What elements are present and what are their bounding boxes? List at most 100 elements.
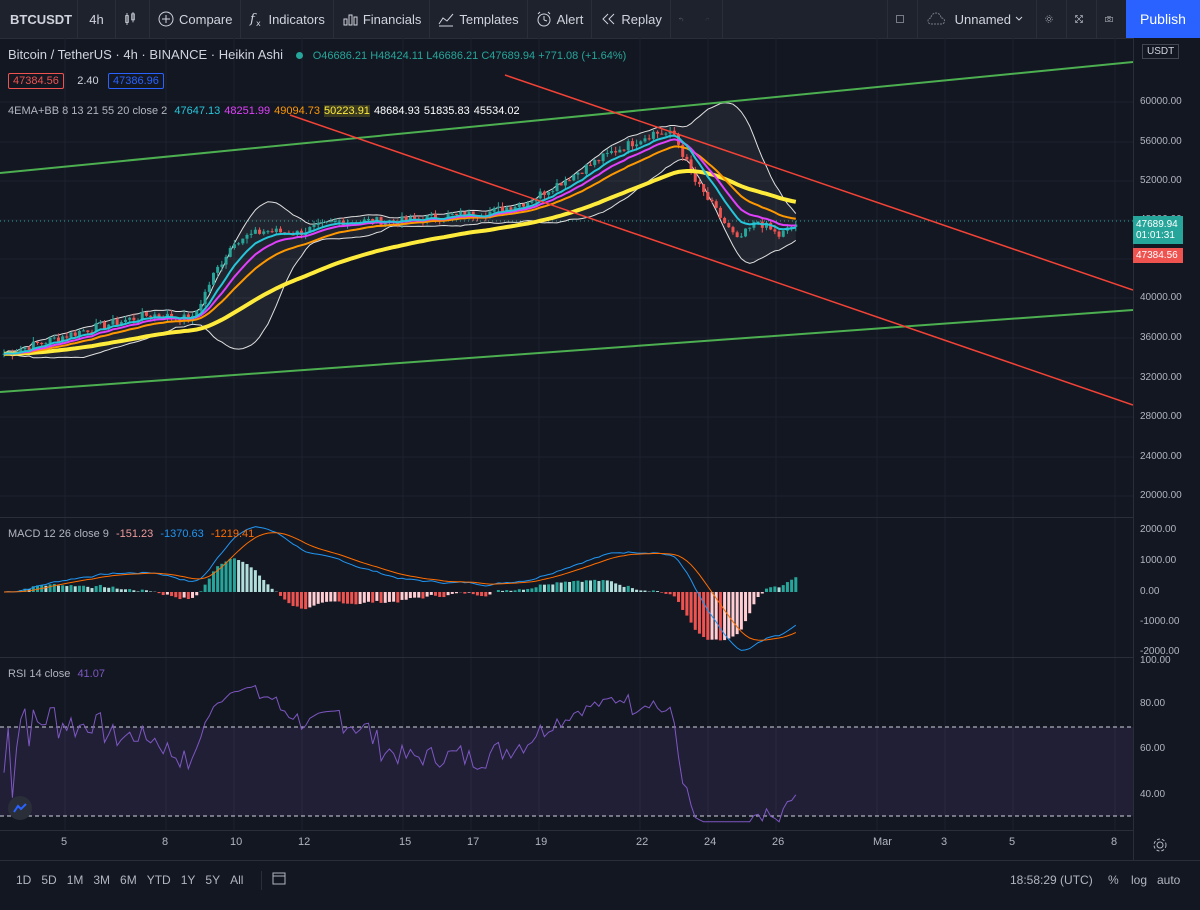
macd-histogram-bar <box>245 564 249 592</box>
macd-histogram-bar <box>132 590 136 592</box>
financials-button[interactable]: Financials <box>334 0 431 38</box>
time-tick-label: Mar <box>873 836 892 848</box>
range-button-ytd[interactable]: YTD <box>146 873 171 887</box>
candle-body <box>115 319 119 325</box>
macd-histogram-bar <box>785 582 789 592</box>
candle-body <box>756 221 760 223</box>
settings-button[interactable] <box>1036 0 1066 38</box>
macd-histogram-bar <box>203 584 207 592</box>
pane-separator[interactable] <box>0 517 1200 518</box>
templates-button[interactable]: Templates <box>430 0 528 38</box>
time-tick-label: 15 <box>399 836 412 848</box>
candle-body <box>94 323 98 333</box>
macd-histogram-bar <box>656 591 660 592</box>
macd-histogram-bar <box>191 592 195 598</box>
replay-button[interactable]: Replay <box>592 0 671 38</box>
symbol-title[interactable]: Bitcoin / TetherUS · 4h · BINANCE · Heik… <box>8 47 284 62</box>
percent-toggle[interactable]: % <box>1108 873 1119 887</box>
candle-body <box>128 317 132 320</box>
ema-8-line <box>3 134 796 355</box>
macd-histogram-bar <box>354 592 358 605</box>
symbol-search[interactable]: BTCUSDT <box>0 0 78 38</box>
rsi-legend[interactable]: RSI 14 close 41.07 <box>8 668 109 680</box>
redo-button[interactable] <box>697 0 723 38</box>
range-button-1d[interactable]: 1D <box>16 873 32 887</box>
macd-histogram-bar <box>480 592 484 597</box>
macd-histogram-bar <box>408 592 412 599</box>
compare-button[interactable]: Compare <box>150 0 242 38</box>
macd-histogram-bar <box>136 591 140 592</box>
goto-date-button[interactable] <box>261 870 286 890</box>
time-tick-label: 5 <box>1009 836 1016 848</box>
macd-histogram-bar <box>417 592 421 598</box>
tradingview-logo[interactable] <box>8 796 32 820</box>
fullscreen-button[interactable] <box>1066 0 1096 38</box>
candle-body <box>463 211 467 218</box>
log-toggle[interactable]: log <box>1131 873 1148 887</box>
publish-button[interactable]: Publish <box>1126 0 1200 38</box>
candle-body <box>459 211 463 214</box>
replay-label: Replay <box>621 11 662 27</box>
candle-body <box>777 231 781 237</box>
range-button-all[interactable]: All <box>230 873 244 887</box>
macd-histogram-bar <box>421 592 425 599</box>
range-button-6m[interactable]: 6M <box>120 873 137 887</box>
macd-histogram-bar <box>643 590 647 592</box>
macd-histogram-bar <box>547 584 551 592</box>
macd-histogram-bar <box>614 583 618 592</box>
macd-histogram-bar <box>467 592 471 593</box>
macd-histogram-bar <box>568 581 572 592</box>
axis-settings-button[interactable] <box>1152 837 1168 858</box>
range-button-5d[interactable]: 5D <box>41 873 57 887</box>
pane-separator[interactable] <box>0 657 1200 658</box>
macd-histogram-bar <box>237 560 241 592</box>
ema-legend[interactable]: 4EMA+BB 8 13 21 55 20 close 2 47647.13 48… <box>8 105 524 117</box>
macd-legend[interactable]: MACD 12 26 close 9 -151.23 -1370.63 -121… <box>8 528 258 540</box>
macd-histogram-bar <box>471 592 475 595</box>
candle-body <box>203 291 207 304</box>
candle-body <box>559 183 563 186</box>
range-button-3m[interactable]: 3M <box>93 873 111 887</box>
range-button-5y[interactable]: 5Y <box>205 873 221 887</box>
macd-tick-label: -1000.00 <box>1140 616 1180 627</box>
alert-button[interactable]: Alert <box>528 0 593 38</box>
candle-body <box>580 172 584 174</box>
macd-histogram-bar <box>760 592 764 594</box>
logo-icon <box>13 803 27 813</box>
candle-body <box>308 226 312 233</box>
currency-label[interactable]: USDT <box>1142 44 1180 59</box>
gear-icon <box>1045 15 1053 23</box>
candle-body <box>589 164 593 166</box>
cloud-icon <box>927 12 945 25</box>
candle-body <box>40 343 44 345</box>
candle-body <box>555 183 559 192</box>
candle-body <box>404 216 408 221</box>
snapshot-button[interactable] <box>1096 0 1126 38</box>
macd-histogram-bar <box>48 584 52 592</box>
macd-histogram-bar <box>287 592 291 604</box>
undo-button[interactable] <box>671 0 697 38</box>
range-button-1y[interactable]: 1Y <box>180 873 196 887</box>
chart-canvas[interactable] <box>0 38 1133 860</box>
macd-histogram-bar <box>224 561 228 592</box>
bid-price[interactable]: 47384.56 <box>8 73 64 89</box>
macd-histogram-bar <box>769 587 773 592</box>
candle-body <box>513 206 517 211</box>
chart-type-button[interactable] <box>116 0 150 38</box>
candle-body <box>568 180 572 182</box>
interval-button[interactable]: 4h <box>78 0 116 38</box>
range-button-1m[interactable]: 1M <box>66 873 84 887</box>
macd-histogram-bar <box>526 589 530 592</box>
ask-price[interactable]: 47386.96 <box>108 73 164 89</box>
utc-clock[interactable]: 18:58:29 (UTC) <box>1010 873 1093 887</box>
fullscreen-toggle[interactable] <box>886 0 917 38</box>
auto-toggle[interactable]: auto <box>1157 873 1181 887</box>
layout-menu[interactable]: Unnamed <box>916 0 1036 38</box>
macd-histogram-bar <box>668 592 672 595</box>
macd-histogram-bar <box>325 592 329 602</box>
macd-histogram-bar <box>157 592 161 594</box>
price-axis[interactable]: USDT 60000.0056000.0052000.0048000.00440… <box>1133 38 1200 860</box>
